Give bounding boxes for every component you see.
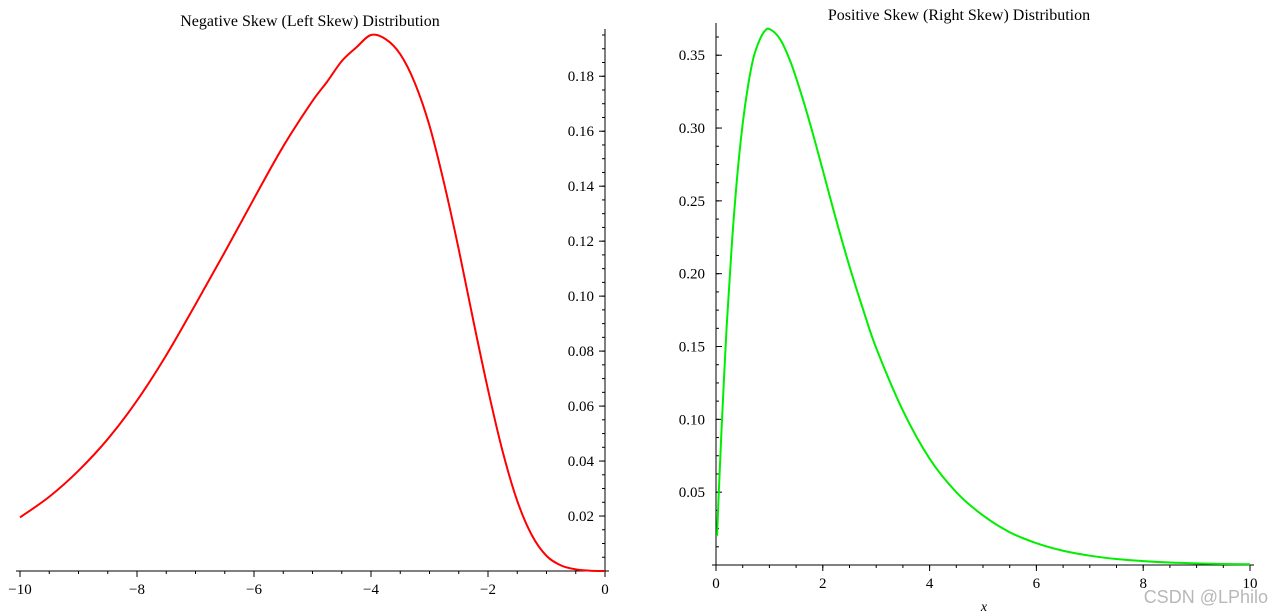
x-tick-label: −4 <box>363 582 379 598</box>
x-axis-label: x <box>980 600 988 614</box>
watermark: CSDN @LPhilo <box>1143 587 1268 607</box>
x-tick-label: 4 <box>926 576 934 592</box>
x-tick-label: 0 <box>601 582 609 598</box>
y-tick-label: 0.08 <box>568 344 594 360</box>
y-tick-label: 0.04 <box>568 454 595 470</box>
axes: −10 −8 −6 −4 −2 0 0.02 0.04 0.06 0.08 0.10 0.12 0.14… <box>8 29 609 598</box>
y-tick-label: 0.12 <box>568 234 594 250</box>
x-tick-label: −6 <box>246 582 262 598</box>
density-curve <box>19 33 606 572</box>
x-tick-label: 10 <box>1243 576 1258 592</box>
chart-title: Negative Skew (Left Skew) Distribution <box>180 13 440 30</box>
y-tick-label: 0.10 <box>679 412 705 428</box>
y-tick-label: 0.15 <box>679 340 705 356</box>
y-tick-label: 0.20 <box>679 267 705 283</box>
negative-skew-chart: Negative Skew (Left Skew) Distribution −… <box>8 13 609 598</box>
x-tick-label: 8 <box>1139 576 1147 592</box>
y-tick-label: 0.25 <box>679 194 705 210</box>
x-tick-label: −8 <box>129 582 145 598</box>
y-tick-label: 0.14 <box>568 179 595 195</box>
x-tick-label: −2 <box>480 582 496 598</box>
positive-skew-chart: Positive Skew (Right Skew) Distribution … <box>679 7 1258 614</box>
y-tick-label: 0.18 <box>568 69 594 85</box>
plot-area <box>19 33 606 572</box>
axes: 0 2 4 6 8 10 0.05 0.10 0.15 0.20 0.25 0.30 0.35 <box>679 23 1258 592</box>
density-curve <box>716 27 1251 566</box>
y-tick-label: 0.05 <box>679 485 705 501</box>
x-tick-label: 6 <box>1033 576 1041 592</box>
y-tick-label: 0.10 <box>568 289 594 305</box>
y-tick-label: 0.30 <box>679 121 705 137</box>
chart-title: Positive Skew (Right Skew) Distribution <box>828 7 1090 24</box>
y-tick-label: 0.06 <box>568 399 595 415</box>
x-tick-label: 2 <box>819 576 827 592</box>
y-tick-label: 0.16 <box>568 124 595 140</box>
y-tick-label: 0.02 <box>568 509 594 525</box>
plot-area <box>716 27 1251 566</box>
y-tick-label: 0.35 <box>679 48 705 64</box>
x-tick-label: −10 <box>8 582 31 598</box>
x-tick-label: 0 <box>712 576 720 592</box>
